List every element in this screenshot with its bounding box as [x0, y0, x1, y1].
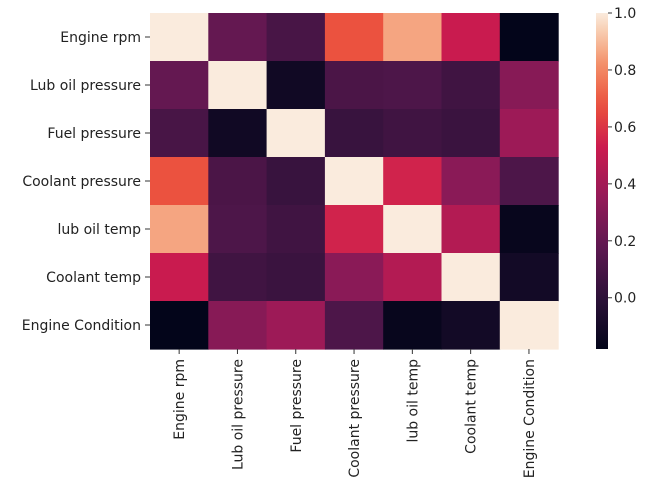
- y-tick-label: Coolant temp: [46, 270, 141, 286]
- heatmap-cell: [499, 253, 559, 302]
- heatmap-cell: [324, 253, 384, 302]
- heatmap-cell: [208, 109, 268, 158]
- heatmap-cell: [499, 109, 559, 158]
- colorbar-tick-label: 0.8: [614, 63, 636, 79]
- heatmap-cell: [441, 109, 501, 158]
- heatmap-cell: [499, 301, 559, 350]
- heatmap-cell: [150, 301, 209, 350]
- heatmap-cell: [324, 109, 384, 158]
- heatmap-cell: [324, 157, 384, 206]
- heatmap-cell: [383, 109, 443, 158]
- heatmap-cell: [441, 301, 501, 350]
- x-tick-label: Engine rpm: [172, 359, 188, 440]
- colorbar-ticks: 1.0 0.8 0.6 0.4 0.2 0.0: [608, 6, 636, 307]
- heatmap-cell: [383, 253, 443, 302]
- heatmap-cell: [441, 157, 501, 206]
- heatmap-cell: [266, 109, 326, 158]
- x-tick-label: Engine Condition: [522, 359, 538, 478]
- heatmap-cell: [499, 13, 559, 62]
- colorbar-tick-label: 0.2: [614, 234, 636, 250]
- heatmap-cell: [266, 13, 326, 62]
- heatmap-cell: [266, 61, 326, 110]
- x-tick-label: lub oil temp: [405, 359, 421, 443]
- heatmap-cell: [208, 301, 268, 350]
- heatmap-cell: [208, 157, 268, 206]
- heatmap-cell: [208, 205, 268, 254]
- heatmap-cell: [383, 61, 443, 110]
- heatmap-cell: [324, 61, 384, 110]
- heatmap-cell: [441, 13, 501, 62]
- x-tick-label: Coolant pressure: [347, 359, 363, 478]
- heatmap-cell: [324, 13, 384, 62]
- colorbar-tick-label: 0.4: [614, 177, 636, 193]
- heatmap-cell: [266, 301, 326, 350]
- heatmap-cell: [208, 13, 268, 62]
- heatmap-cell: [208, 253, 268, 302]
- x-axis-labels: Engine rpm Lub oil pressure Fuel pressure C…: [172, 349, 538, 478]
- heatmap-cell: [499, 205, 559, 254]
- heatmap-cell: [441, 61, 501, 110]
- y-tick-label: Engine rpm: [60, 30, 141, 46]
- x-tick-label: Lub oil pressure: [230, 359, 246, 470]
- heatmap-cell: [150, 205, 209, 254]
- heatmap-cell: [383, 13, 443, 62]
- x-tick-label: Fuel pressure: [289, 359, 305, 453]
- colorbar-tick-label: 1.0: [614, 6, 636, 22]
- heatmap-cell: [150, 109, 209, 158]
- heatmap-cell: [266, 253, 326, 302]
- heatmap-cell: [266, 205, 326, 254]
- heatmap-cell: [383, 157, 443, 206]
- x-tick-label: Coolant temp: [464, 359, 480, 454]
- colorbar: [596, 13, 608, 349]
- y-tick-label: Lub oil pressure: [30, 78, 141, 94]
- heatmap-cell: [441, 253, 501, 302]
- heatmap-cells: [150, 13, 559, 350]
- heatmap-cell: [150, 157, 209, 206]
- y-tick-label: lub oil temp: [57, 222, 141, 238]
- heatmap-cell: [383, 301, 443, 350]
- heatmap-cell: [150, 61, 209, 110]
- heatmap-cell: [499, 61, 559, 110]
- y-tick-label: Engine Condition: [22, 318, 141, 334]
- heatmap-cell: [499, 157, 559, 206]
- heatmap-cell: [324, 301, 384, 350]
- heatmap-cell: [266, 157, 326, 206]
- colorbar-tick-label: 0.6: [614, 120, 636, 136]
- heatmap-cell: [208, 61, 268, 110]
- y-axis-labels: Engine rpm Lub oil pressure Fuel pressure C…: [22, 30, 150, 334]
- colorbar-tick-label: 0.0: [614, 291, 636, 307]
- heatmap-cell: [150, 13, 209, 62]
- y-tick-label: Coolant pressure: [22, 174, 141, 190]
- heatmap-cell: [150, 253, 209, 302]
- y-tick-label: Fuel pressure: [47, 126, 141, 142]
- heatmap-cell: [383, 205, 443, 254]
- heatmap-cell: [441, 205, 501, 254]
- heatmap-cell: [324, 205, 384, 254]
